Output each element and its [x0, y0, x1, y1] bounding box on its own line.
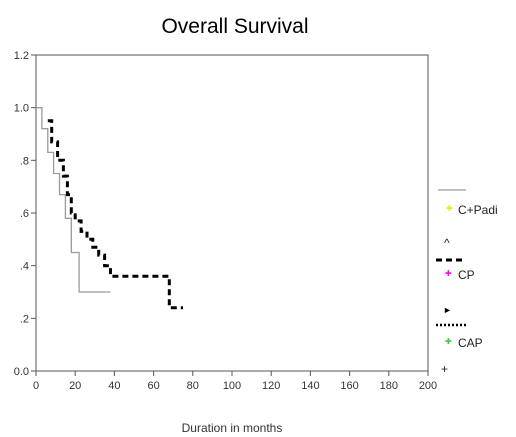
- legend-label-cap: CAP: [458, 336, 483, 350]
- legend-label-cpadi: C+Padi: [458, 203, 498, 217]
- legend-marker-cap: ✚: [445, 337, 452, 346]
- x-tick-label: 60: [147, 380, 159, 392]
- y-tick-label: 1.2: [14, 50, 29, 62]
- x-tick-label: 0: [33, 380, 39, 392]
- legend: ✚ C+Padi ^ ✚ CP ► ✚ CAP +: [436, 189, 498, 376]
- y-tick-label: .4: [20, 261, 29, 273]
- y-tick-label: 0.0: [14, 366, 29, 378]
- legend-arrow: ►: [443, 305, 452, 315]
- x-tick-label: 120: [262, 380, 280, 392]
- legend-caret: ^: [444, 236, 450, 250]
- x-tick-label: 40: [108, 380, 120, 392]
- x-tick-label: 180: [380, 380, 398, 392]
- x-axis: 0 20 40 60 80 100 120 140 160 180 200: [33, 371, 437, 392]
- plot-series: [36, 107, 183, 310]
- y-tick-label: .6: [20, 208, 29, 220]
- x-tick-label: 140: [301, 380, 319, 392]
- y-tick-label: 1.0: [14, 103, 29, 115]
- y-tick-label: .8: [20, 155, 29, 167]
- series-line-cp: [47, 119, 183, 310]
- x-tick-label: 200: [419, 380, 437, 392]
- legend-marker-cpadi: ✚: [446, 204, 453, 213]
- series-line-c-padi: [36, 107, 111, 293]
- x-tick-label: 80: [187, 380, 199, 392]
- y-axis: 0.0 .2 .4 .6 .8 1.0 1.2: [14, 50, 36, 378]
- legend-marker-cp: ✚: [445, 269, 452, 278]
- x-tick-label: 20: [69, 380, 81, 392]
- y-tick-label: .2: [20, 313, 29, 325]
- legend-plus: +: [441, 362, 448, 376]
- plot-frame: [35, 54, 429, 372]
- legend-label-cp: CP: [458, 268, 475, 282]
- x-tick-label: 160: [340, 380, 358, 392]
- x-tick-label: 100: [223, 380, 241, 392]
- chart-title: Overall Survival: [161, 15, 308, 38]
- x-axis-label: Duration in months: [182, 421, 283, 435]
